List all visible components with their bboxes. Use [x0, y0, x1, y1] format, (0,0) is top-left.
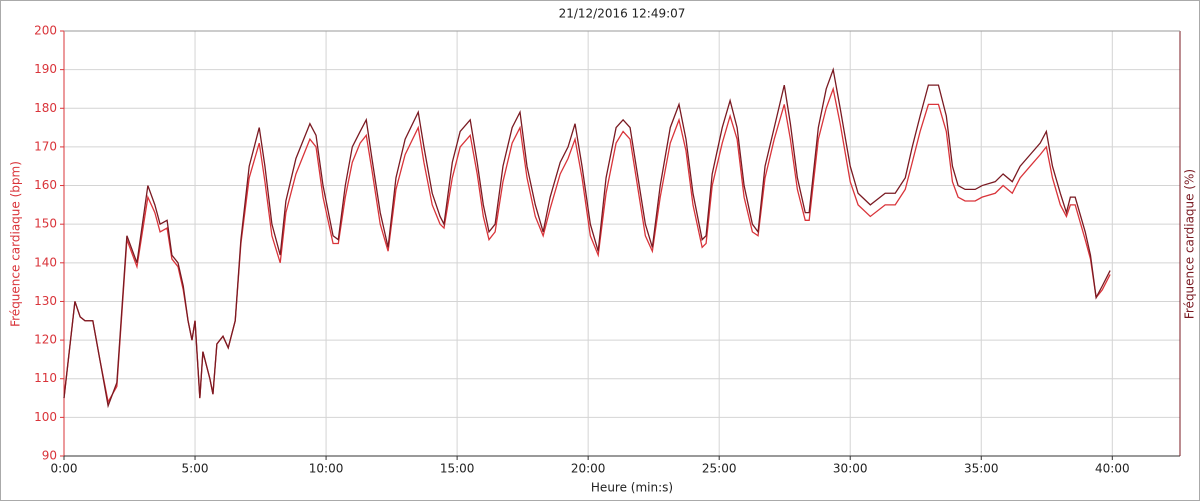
chart-title: 21/12/2016 12:49:07 [559, 7, 686, 21]
y-tick-label: 170 [34, 139, 57, 153]
x-tick-label: 30:00 [833, 462, 868, 476]
y-tick-label: 190 [34, 62, 57, 76]
y2-axis-label: Fréquence cardiaque (%) [1183, 169, 1197, 319]
x-axis-label: Heure (min:s) [591, 481, 673, 495]
y-tick-label: 200 [34, 24, 57, 38]
x-tick-label: 25:00 [702, 462, 737, 476]
y-tick-label: 90 [42, 449, 57, 463]
series-line [63, 67, 1111, 409]
y-tick-label: 120 [34, 333, 57, 347]
y-axis-label: Fréquence cardiaque (bpm) [9, 161, 23, 327]
x-tick-label: 40:00 [1095, 462, 1130, 476]
x-tick-label: 10:00 [309, 462, 344, 476]
y-tick-label: 140 [34, 255, 57, 269]
y-tick-label: 100 [34, 410, 57, 424]
x-tick-label: 15:00 [440, 462, 475, 476]
y-tick-label: 110 [34, 371, 57, 385]
x-tick-label: 5:00 [182, 462, 209, 476]
x-tick-label: 35:00 [964, 462, 999, 476]
y-tick-label: 180 [34, 101, 57, 115]
y-tick-label: 130 [34, 294, 57, 308]
x-tick-label: 20:00 [571, 462, 606, 476]
y-tick-label: 150 [34, 217, 57, 231]
y-tick-label: 160 [34, 178, 57, 192]
x-tick-label: 0:00 [51, 462, 78, 476]
